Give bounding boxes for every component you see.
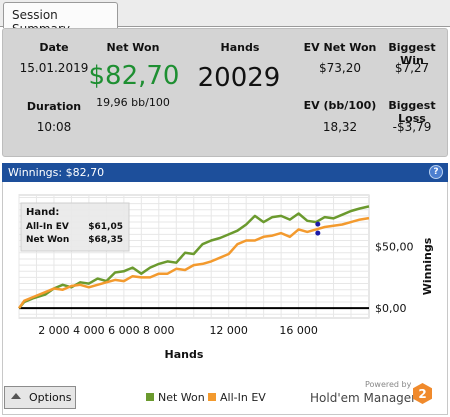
biggest-loss-label: Biggest Loss [388,99,436,125]
biggest-loss-value: -$3,79 [392,120,432,134]
session-summary-panel: Date 15.01.2019 Duration 10:08 Net Won $… [2,28,448,157]
biggest-win-label: Biggest Win [388,41,436,67]
x-tick-label: 6 000 [108,324,140,337]
tooltip-row-value: $61,05 [88,222,123,232]
duration-value: 10:08 [36,120,72,134]
legend-swatch-all-in-ev [208,393,216,401]
x-tick-label: 12 000 [209,324,248,337]
date-value: 15.01.2019 [19,61,89,75]
y-tick-label: $0,00 [375,302,407,315]
legend-swatch-net-won [146,393,154,401]
brand-name: Hold'em Manager [310,391,417,405]
legend-label-net-won: Net Won [158,391,205,404]
hem2-logo-icon: 2 [413,383,432,404]
net-won-bb: 19,96 bb/100 [96,96,170,109]
series-line-all-in-ev [17,216,370,309]
y-tick-label: $50,00 [375,241,414,254]
tab-bar: Session Summary [0,0,450,36]
biggest-win-value: $7,27 [394,61,430,75]
y-axis-title: Winnings [421,237,434,295]
winnings-chart: Hand: All-In EV $61,05 Net Won $68,35 2 000 4 … [2,182,448,415]
legend-item-all-in-ev: All-In EV [208,391,266,404]
ev-bb-label: EV (bb/100) [303,99,377,112]
x-tick-label: 2 000 [38,324,70,337]
legend-label-all-in-ev: All-In EV [220,391,266,404]
x-axis-title: Hands [165,348,204,361]
tooltip-row-value: $68,35 [88,235,123,245]
x-tick-label: 16 000 [279,324,318,337]
winnings-header: Winnings: $82,70 ? [2,163,448,182]
winnings-title: Winnings: $82,70 [8,166,105,179]
ev-bb-value: 18,32 [322,120,358,134]
duration-label: Duration [26,100,82,113]
tab-session-summary[interactable]: Session Summary [3,2,118,36]
ev-net-won-value: $73,20 [319,61,361,75]
options-label: Options [29,391,72,404]
help-icon[interactable]: ? [429,165,443,179]
ev-net-won-label: EV Net Won [303,41,377,54]
triangle-up-icon [11,393,21,399]
options-button[interactable]: Options [4,386,76,409]
net-won-value: $82,70 [88,61,180,91]
marker-net-won [315,221,321,227]
date-label: Date [39,41,69,54]
svg-text:2: 2 [418,387,426,401]
x-tick-label: 8 000 [143,324,175,337]
powered-by-label: Powered by [365,380,412,389]
hands-label: Hands [220,41,260,54]
tooltip-row-label: All-In EV [26,222,69,232]
net-won-label: Net Won [106,41,160,54]
tooltip-row-label: Net Won [26,235,69,245]
marker-all-in-ev [315,230,321,236]
hover-tooltip [20,202,130,252]
x-tick-label: 4 000 [73,324,105,337]
tooltip-title: Hand: [26,207,59,218]
hands-value: 20029 [197,63,281,93]
legend-item-net-won: Net Won [146,391,205,404]
winnings-graph[interactable]: Hand: All-In EV $61,05 Net Won $68,35 2 000 4 … [3,182,449,382]
